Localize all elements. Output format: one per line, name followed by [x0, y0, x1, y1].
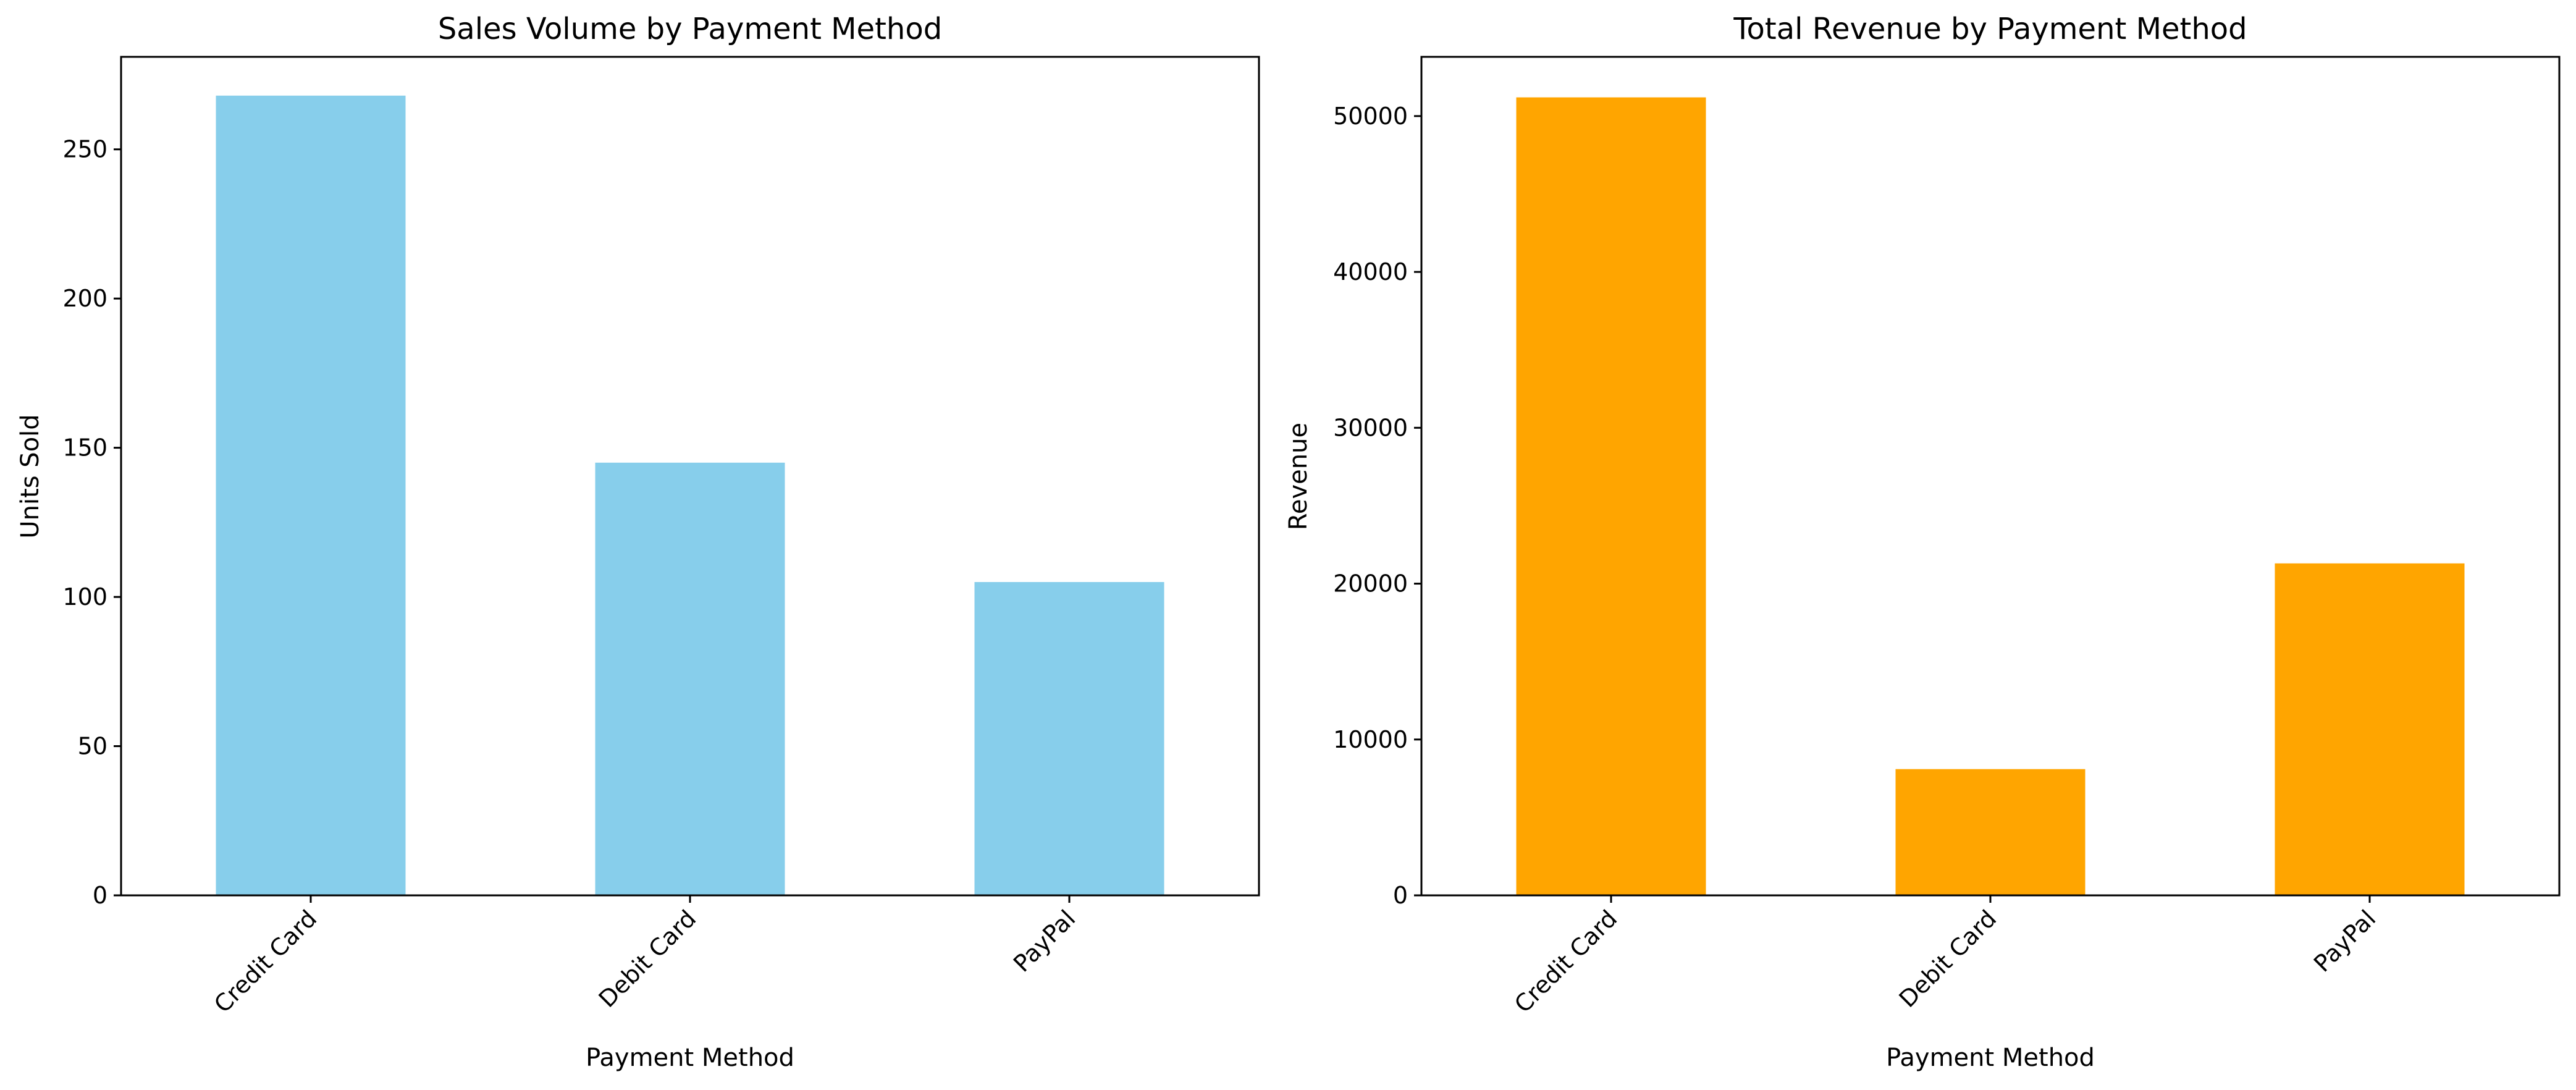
y-tick-label: 40000	[1333, 258, 1408, 285]
bars	[1516, 97, 2465, 895]
y-tick-label: 250	[62, 136, 107, 163]
bars	[216, 95, 1164, 896]
y-tick-label: 0	[1393, 882, 1408, 909]
y-axis-label: Units Sold	[16, 414, 44, 538]
y-axis-ticks: 0 50 100 150 200 250	[62, 136, 121, 909]
bar	[1895, 769, 2086, 895]
y-tick-label: 0	[93, 882, 107, 909]
bar	[1516, 97, 1706, 895]
chart-title: Sales Volume by Payment Method	[438, 12, 942, 46]
y-tick-label: 30000	[1333, 414, 1408, 441]
y-axis-ticks: 0 10000 20000 30000 40000 50000	[1333, 103, 1421, 909]
y-tick-label: 10000	[1333, 726, 1408, 753]
sales-volume-chart: Sales Volume by Payment Method Payment M…	[16, 12, 1260, 1072]
plot-frame	[1420, 56, 2561, 897]
chart-title: Total Revenue by Payment Method	[1733, 12, 2247, 46]
y-tick-label: 200	[62, 285, 107, 312]
x-axis-label: Payment Method	[1886, 1044, 2095, 1072]
bar	[974, 581, 1164, 895]
bar	[595, 462, 785, 895]
y-axis-label: Revenue	[1284, 423, 1313, 530]
y-tick-label: 50	[78, 733, 107, 760]
y-tick-label: 20000	[1333, 570, 1408, 598]
plot-frame	[120, 56, 1260, 897]
y-tick-label: 50000	[1333, 103, 1408, 130]
y-tick-label: 100	[62, 583, 107, 610]
x-axis-label: Payment Method	[586, 1044, 794, 1072]
bar	[2275, 563, 2465, 895]
y-tick-label: 150	[62, 434, 107, 462]
bar	[216, 95, 406, 896]
